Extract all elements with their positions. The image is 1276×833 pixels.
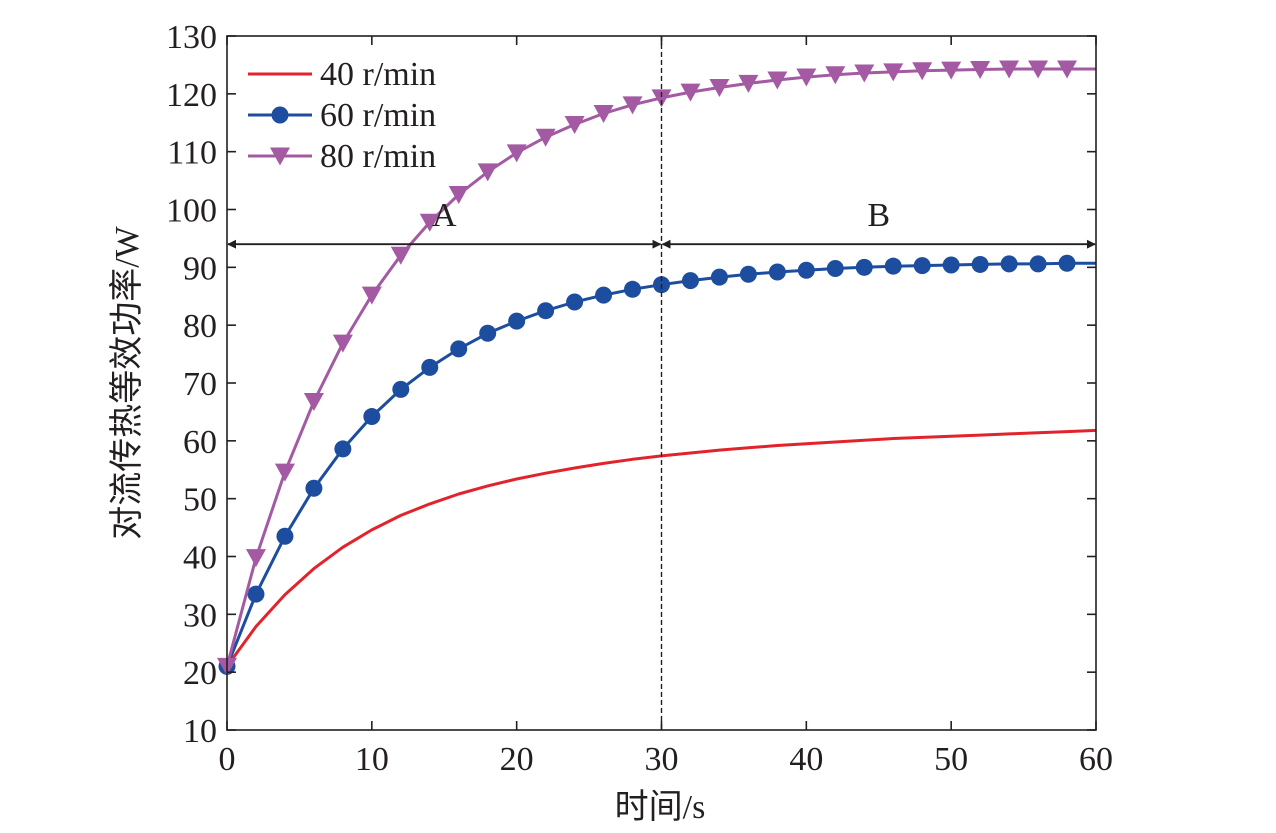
data-point <box>421 358 439 376</box>
data-point <box>1058 254 1076 272</box>
data-point <box>738 74 759 93</box>
tick-layer: 0 10 20 30 40 50 60102030405060708090100110120… <box>166 19 1113 778</box>
data-point <box>303 393 324 412</box>
data-point <box>1057 60 1078 79</box>
data-point <box>912 62 933 81</box>
data-point <box>913 257 931 275</box>
data-point <box>271 106 289 124</box>
data-point <box>622 96 643 115</box>
data-point <box>1028 60 1049 79</box>
legend: 40 r/min 60 r/min 80 r/min <box>248 56 436 175</box>
data-point <box>970 61 991 80</box>
data-point <box>419 213 440 232</box>
data-point <box>709 78 730 97</box>
data-point <box>941 61 962 80</box>
data-point <box>768 263 786 281</box>
y-tick-label: 60 <box>183 424 217 461</box>
data-point <box>270 147 290 166</box>
legend-label: 80 r/min <box>320 138 436 175</box>
data-point <box>392 380 410 398</box>
data-point <box>363 408 381 426</box>
y-tick-label: 130 <box>166 19 217 56</box>
data-point <box>593 104 614 123</box>
data-point <box>855 258 873 276</box>
data-point <box>274 463 295 482</box>
data-point <box>305 479 323 497</box>
data-point <box>999 60 1020 79</box>
data-point <box>971 255 989 273</box>
region-label: A <box>432 197 457 234</box>
y-tick-label: 70 <box>183 366 217 403</box>
data-point <box>332 334 353 353</box>
data-point <box>477 163 498 182</box>
x-tick-label: 20 <box>500 741 534 778</box>
data-point <box>624 280 642 298</box>
data-point <box>564 115 585 134</box>
data-point <box>680 83 701 102</box>
x-tick-label: 40 <box>789 741 823 778</box>
y-tick-label: 80 <box>183 308 217 345</box>
data-point <box>448 185 469 204</box>
data-point <box>595 286 613 304</box>
data-point <box>361 286 382 305</box>
y-tick-label: 50 <box>183 482 217 519</box>
data-point <box>826 259 844 277</box>
data-point <box>884 257 902 275</box>
data-point <box>1029 255 1047 273</box>
series-1 <box>218 254 1096 675</box>
data-point <box>334 440 352 458</box>
data-point <box>681 272 699 290</box>
y-tick-label: 20 <box>183 655 217 692</box>
data-point <box>1000 255 1018 273</box>
y-axis-title: 对流传热等效功率/W <box>108 225 146 539</box>
x-tick-label: 10 <box>355 741 389 778</box>
data-point <box>566 293 584 311</box>
data-point <box>767 71 788 90</box>
region-label: B <box>867 197 890 234</box>
data-point <box>535 128 556 147</box>
series-2 <box>217 60 1096 676</box>
legend-label: 40 r/min <box>320 56 436 93</box>
x-tick-label: 0 <box>219 741 236 778</box>
data-point <box>739 265 757 283</box>
y-tick-label: 40 <box>183 540 217 577</box>
data-point <box>506 144 527 163</box>
series-layer <box>217 60 1097 676</box>
y-tick-label: 100 <box>166 193 217 230</box>
data-point <box>390 246 411 265</box>
data-point <box>651 89 672 108</box>
legend-item: 80 r/min <box>248 138 436 175</box>
data-point <box>537 302 555 320</box>
data-point <box>797 261 815 279</box>
data-point <box>508 312 526 330</box>
data-point <box>479 324 497 342</box>
x-tick-label: 60 <box>1079 741 1113 778</box>
legend-label: 60 r/min <box>320 97 436 134</box>
y-tick-label: 110 <box>167 135 217 172</box>
data-point <box>247 585 265 603</box>
legend-item: 40 r/min <box>248 56 436 93</box>
data-point <box>276 527 294 545</box>
x-tick-label: 50 <box>934 741 968 778</box>
x-tick-label: 30 <box>645 741 679 778</box>
data-point <box>710 268 728 286</box>
data-point <box>942 256 960 274</box>
y-tick-label: 10 <box>183 713 217 750</box>
y-tick-label: 120 <box>166 77 217 114</box>
data-point <box>796 68 817 87</box>
data-point <box>245 549 266 568</box>
y-tick-label: 30 <box>183 597 217 634</box>
y-tick-label: 90 <box>183 250 217 287</box>
data-point <box>825 66 846 85</box>
data-point <box>450 340 468 358</box>
data-point <box>854 64 875 83</box>
x-axis-title: 时间/s <box>615 789 706 826</box>
legend-item: 60 r/min <box>248 97 436 134</box>
data-point <box>883 63 904 82</box>
